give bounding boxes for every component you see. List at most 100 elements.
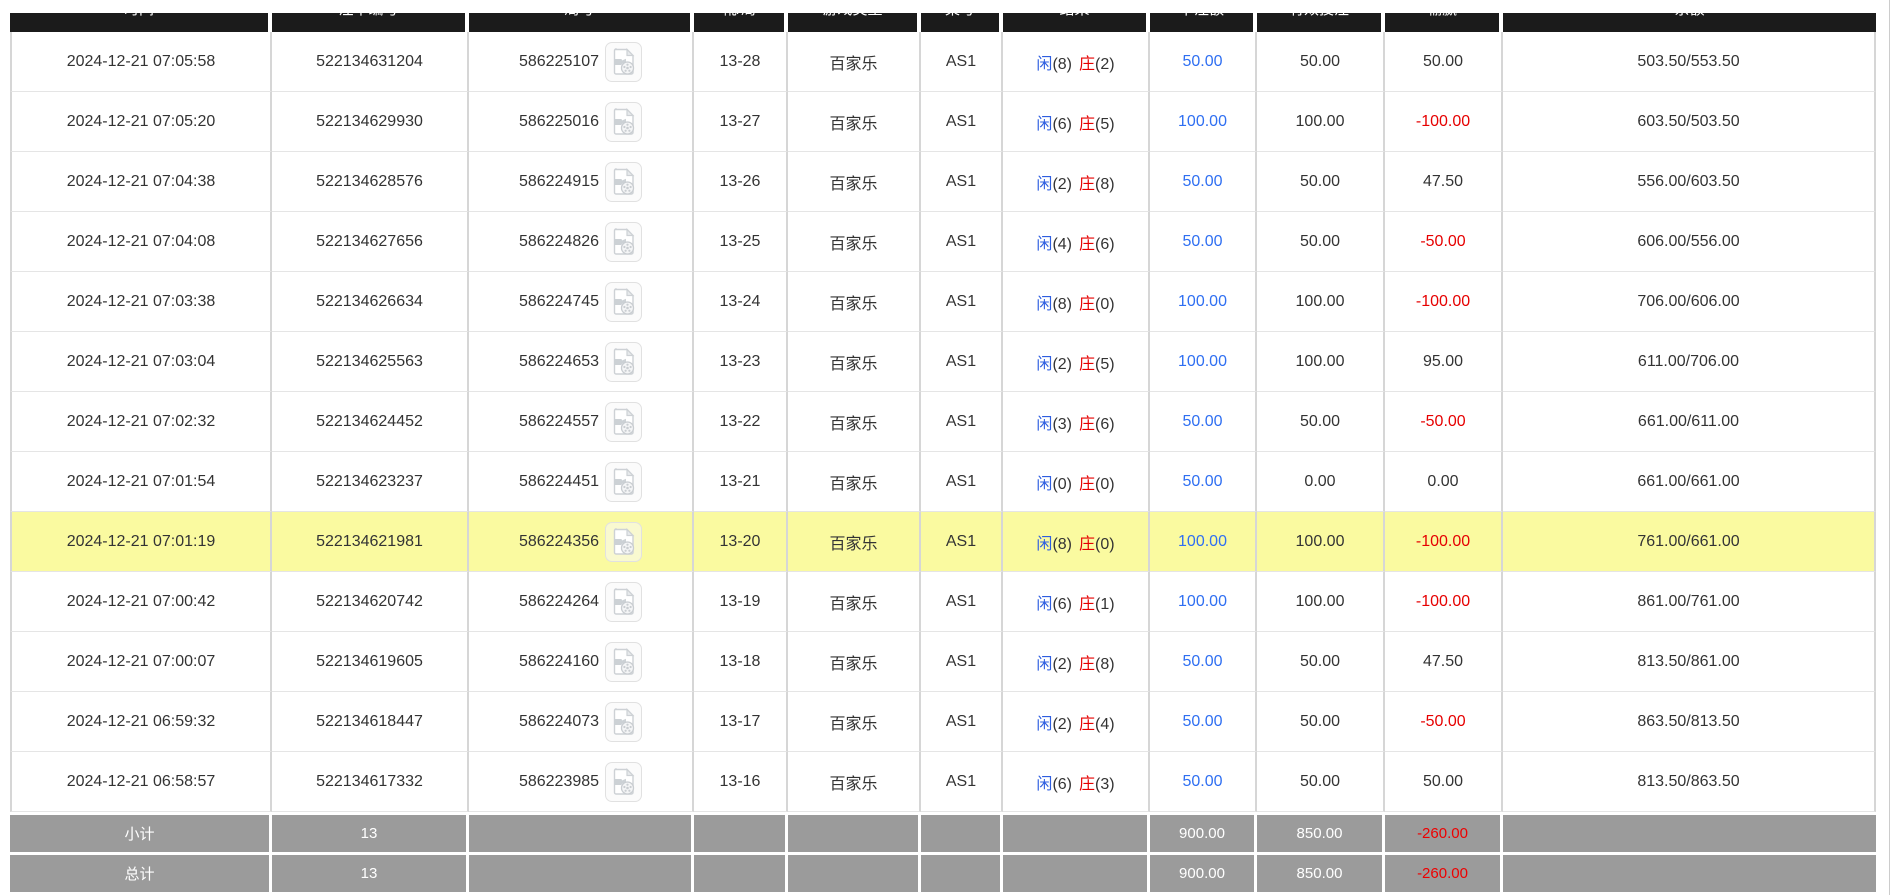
cell-bet-id: 522134619605 xyxy=(272,632,469,692)
table-row: 2024-12-21 07:03:38 522134626634 5862247… xyxy=(10,272,1876,332)
cell-result: 闲(2) 庄(4) xyxy=(1003,692,1150,752)
video-replay-button[interactable] xyxy=(605,461,643,502)
video-icon xyxy=(613,287,634,315)
bet-amount-link[interactable]: 50.00 xyxy=(1182,772,1223,790)
cell-result: 闲(2) 庄(8) xyxy=(1003,152,1150,212)
cell-bet-amount: 50.00 xyxy=(1150,692,1257,752)
cell-win-loss: 50.00 xyxy=(1385,32,1503,92)
player-points: (8) xyxy=(1052,295,1072,313)
bet-amount-link[interactable]: 100.00 xyxy=(1178,532,1227,550)
video-replay-button[interactable] xyxy=(605,101,643,142)
cell-round-id: 586224264 xyxy=(469,572,694,632)
cell-table-code: AS1 xyxy=(921,92,1003,152)
player-label: 闲 xyxy=(1036,595,1053,613)
summary-label: 小计 xyxy=(10,812,272,852)
bet-amount-link[interactable]: 100.00 xyxy=(1178,352,1227,370)
column-header-label: 靴/局 xyxy=(694,13,784,17)
video-replay-button[interactable] xyxy=(605,641,643,682)
cell-time: 2024-12-21 06:59:32 xyxy=(10,692,272,752)
bet-amount-link[interactable]: 100.00 xyxy=(1178,292,1227,310)
bet-amount-link[interactable]: 50.00 xyxy=(1182,412,1223,430)
cell-result: 闲(8) 庄(2) xyxy=(1003,32,1150,92)
cell-table-code: AS1 xyxy=(921,512,1003,572)
cell-shoe-round: 13-16 xyxy=(694,752,788,812)
cell-shoe-round: 13-19 xyxy=(694,572,788,632)
column-header-label: 局号 xyxy=(469,13,690,17)
video-icon xyxy=(613,467,634,495)
summary-bet-total: 900.00 xyxy=(1150,852,1257,892)
banker-label: 庄 xyxy=(1079,655,1096,673)
cell-shoe-round: 13-18 xyxy=(694,632,788,692)
cell-game-type: 百家乐 xyxy=(788,332,921,392)
video-replay-button[interactable] xyxy=(605,701,643,742)
column-header: 时间 xyxy=(10,13,272,32)
video-replay-button[interactable] xyxy=(605,161,643,202)
video-replay-button[interactable] xyxy=(605,41,643,82)
column-header-label: 游戏类型 xyxy=(788,13,917,17)
banker-points: (1) xyxy=(1095,595,1115,613)
player-label: 闲 xyxy=(1036,475,1053,493)
table-row: 2024-12-21 07:04:08 522134627656 5862248… xyxy=(10,212,1876,272)
cell-bet-id: 522134618447 xyxy=(272,692,469,752)
column-header: 余额 xyxy=(1503,13,1876,32)
video-replay-button[interactable] xyxy=(605,521,643,562)
cell-bet-amount: 50.00 xyxy=(1150,752,1257,812)
bet-amount-link[interactable]: 100.00 xyxy=(1178,112,1227,130)
table-row: 2024-12-21 07:01:19 522134621981 5862243… xyxy=(10,512,1876,572)
cell-bet-id: 522134623237 xyxy=(272,452,469,512)
cell-table-code: AS1 xyxy=(921,212,1003,272)
player-points: (4) xyxy=(1052,235,1072,253)
video-replay-button[interactable] xyxy=(605,581,643,622)
banker-points: (0) xyxy=(1095,295,1115,313)
column-header: 注单编号 xyxy=(272,13,469,32)
cell-game-type: 百家乐 xyxy=(788,212,921,272)
cell-bet-amount: 100.00 xyxy=(1150,272,1257,332)
summary-empty-cell xyxy=(788,812,921,852)
bet-amount-link[interactable]: 50.00 xyxy=(1182,472,1223,490)
video-icon xyxy=(613,347,634,375)
cell-valid-amount: 50.00 xyxy=(1257,392,1385,452)
bet-amount-link[interactable]: 50.00 xyxy=(1182,172,1223,190)
bet-amount-link[interactable]: 50.00 xyxy=(1182,712,1223,730)
cell-game-type: 百家乐 xyxy=(788,452,921,512)
summary-empty-cell xyxy=(694,852,788,892)
cell-round-id: 586224653 xyxy=(469,332,694,392)
banker-points: (0) xyxy=(1095,475,1115,493)
column-header-label: 桌号 xyxy=(921,13,999,17)
column-header-label: 注单编号 xyxy=(272,13,465,17)
banker-label: 庄 xyxy=(1079,175,1096,193)
summary-valid-total: 850.00 xyxy=(1257,812,1385,852)
banker-label: 庄 xyxy=(1079,115,1096,133)
bet-amount-link[interactable]: 50.00 xyxy=(1182,52,1223,70)
cell-win-loss: -100.00 xyxy=(1385,92,1503,152)
video-replay-button[interactable] xyxy=(605,341,643,382)
round-id-text: 586224451 xyxy=(518,472,600,490)
bet-amount-link[interactable]: 100.00 xyxy=(1178,592,1227,610)
summary-empty-cell xyxy=(694,812,788,852)
cell-valid-amount: 50.00 xyxy=(1257,212,1385,272)
column-header: 游戏类型 xyxy=(788,13,921,32)
cell-bet-id: 522134625563 xyxy=(272,332,469,392)
cell-valid-amount: 100.00 xyxy=(1257,512,1385,572)
bet-amount-link[interactable]: 50.00 xyxy=(1182,652,1223,670)
cell-balance: 661.00/611.00 xyxy=(1503,392,1876,452)
table-row: 2024-12-21 07:02:32 522134624452 5862245… xyxy=(10,392,1876,452)
video-replay-button[interactable] xyxy=(605,221,643,262)
video-replay-button[interactable] xyxy=(605,761,643,802)
cell-shoe-round: 13-23 xyxy=(694,332,788,392)
column-header-label: 余额 xyxy=(1503,13,1876,17)
column-header-label: 下注额 xyxy=(1150,13,1253,17)
bet-amount-link[interactable]: 50.00 xyxy=(1182,232,1223,250)
cell-table-code: AS1 xyxy=(921,692,1003,752)
cell-round-id: 586224557 xyxy=(469,392,694,452)
summary-empty-cell xyxy=(921,812,1003,852)
video-icon xyxy=(613,647,634,675)
round-id-text: 586224557 xyxy=(518,412,600,430)
cell-valid-amount: 100.00 xyxy=(1257,572,1385,632)
banker-points: (4) xyxy=(1095,715,1115,733)
cell-win-loss: 50.00 xyxy=(1385,752,1503,812)
table-row: 2024-12-21 06:59:32 522134618447 5862240… xyxy=(10,692,1876,752)
cell-round-id: 586223985 xyxy=(469,752,694,812)
video-replay-button[interactable] xyxy=(605,281,643,322)
video-replay-button[interactable] xyxy=(605,401,643,442)
